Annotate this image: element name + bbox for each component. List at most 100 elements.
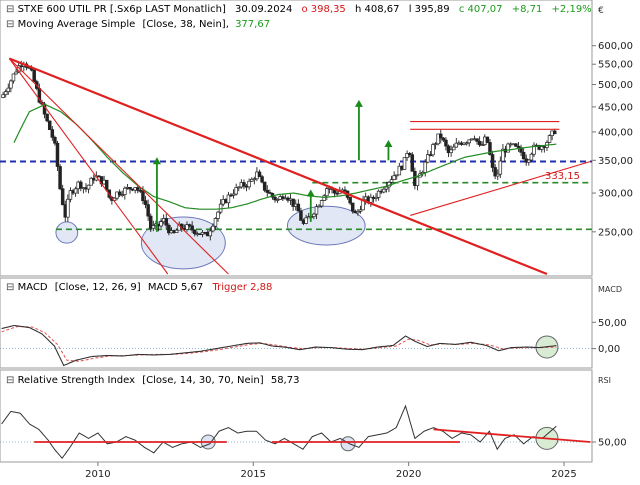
candle-body xyxy=(384,186,389,190)
candle xyxy=(216,210,220,222)
price-overlay-layer xyxy=(8,57,591,276)
ma-params: [Close, 38, Nein] xyxy=(142,19,225,30)
bottom-ellipse-1 xyxy=(55,221,79,244)
candle xyxy=(441,136,446,142)
candle xyxy=(514,143,518,147)
candle-body xyxy=(467,139,471,144)
currency-label: € xyxy=(598,6,604,16)
bottom-ellipse-2 xyxy=(140,216,226,270)
candle-body xyxy=(3,91,8,96)
candle-body xyxy=(433,143,438,146)
candle-body xyxy=(192,229,197,235)
candle-body xyxy=(47,120,52,130)
candle-body xyxy=(299,210,303,221)
x-axis-label: 2020 xyxy=(396,469,421,480)
candle-body xyxy=(117,191,122,196)
candle-body xyxy=(252,178,257,181)
candle xyxy=(436,133,440,146)
candle xyxy=(185,221,189,232)
candle-body xyxy=(136,187,140,191)
macd-panel xyxy=(0,277,593,369)
candle-body xyxy=(53,136,57,144)
candle xyxy=(376,189,381,201)
candle-body xyxy=(495,173,500,177)
chart-collapse-icon[interactable]: ⊟ xyxy=(6,4,18,15)
candle xyxy=(449,145,453,157)
macd-params: [Close, 12, 26, 9] xyxy=(55,282,141,293)
candle-body xyxy=(506,143,510,153)
candle xyxy=(407,152,412,158)
candle-body xyxy=(190,225,194,231)
candle-body xyxy=(490,154,495,168)
macd-collapse-icon[interactable]: ⊟ xyxy=(6,282,18,293)
rsi-collapse-icon[interactable]: ⊟ xyxy=(6,375,18,386)
candle-body xyxy=(86,184,91,190)
candle-body xyxy=(521,151,526,160)
candle xyxy=(60,184,65,206)
candle-body xyxy=(58,166,62,190)
candle xyxy=(281,194,285,202)
arrow-head xyxy=(384,140,393,148)
candle-body xyxy=(66,198,70,218)
candle xyxy=(431,142,435,157)
candle xyxy=(527,158,531,166)
candle xyxy=(506,142,510,153)
candle xyxy=(11,73,16,84)
candle-body xyxy=(265,189,270,193)
candle-body xyxy=(501,148,505,162)
header-date: 30.09.2024 xyxy=(235,4,292,15)
candle-body xyxy=(281,196,285,199)
candle xyxy=(397,162,402,176)
candle xyxy=(358,205,363,214)
candle-body xyxy=(262,181,267,191)
candle-body xyxy=(6,87,11,92)
candle xyxy=(190,221,194,234)
candle xyxy=(296,199,301,212)
candle-body xyxy=(141,190,145,202)
rsi-axis-title: RSI xyxy=(598,376,611,385)
candle xyxy=(174,228,179,233)
candle-body xyxy=(68,190,73,200)
candle-body xyxy=(146,204,150,217)
candle-body xyxy=(226,194,231,204)
ma-value: 377,67 xyxy=(235,19,270,30)
candle xyxy=(475,138,479,145)
candle-body xyxy=(231,193,236,196)
candle xyxy=(529,152,534,163)
candle-body xyxy=(436,133,440,145)
candle-body xyxy=(451,146,456,151)
candle-body xyxy=(185,224,189,230)
candle xyxy=(213,217,218,231)
candle xyxy=(384,181,389,193)
candle-body xyxy=(213,218,218,227)
candle xyxy=(501,144,505,162)
candle xyxy=(312,212,316,220)
macd-label: MACD xyxy=(18,282,48,293)
candle xyxy=(350,202,355,214)
macd-line xyxy=(1,324,557,367)
candle xyxy=(260,174,264,184)
candle-body xyxy=(547,135,552,143)
candle xyxy=(3,89,8,98)
rsi-value: 58,73 xyxy=(271,375,300,386)
ma-label: Moving Average Simple xyxy=(18,19,136,30)
candle xyxy=(6,83,11,95)
candle-body xyxy=(249,179,254,182)
candle-body xyxy=(431,144,435,156)
candle xyxy=(146,199,150,221)
candle xyxy=(540,145,544,153)
level-label-333: 333,15 xyxy=(545,171,580,182)
candle xyxy=(53,135,57,146)
candle-body xyxy=(407,153,412,156)
candle-body xyxy=(312,213,316,217)
candle-body xyxy=(350,202,355,212)
price-header: ⊟ STXE 600 UTIL PR [.Sx6p LAST Monatlich… xyxy=(6,4,592,15)
candle-body xyxy=(268,192,272,194)
candle xyxy=(299,207,303,221)
price-axis-label: 300,00 xyxy=(598,189,633,200)
ma-collapse-icon[interactable]: ⊟ xyxy=(6,19,18,30)
candle-body xyxy=(322,195,326,201)
candle-body xyxy=(14,71,18,75)
